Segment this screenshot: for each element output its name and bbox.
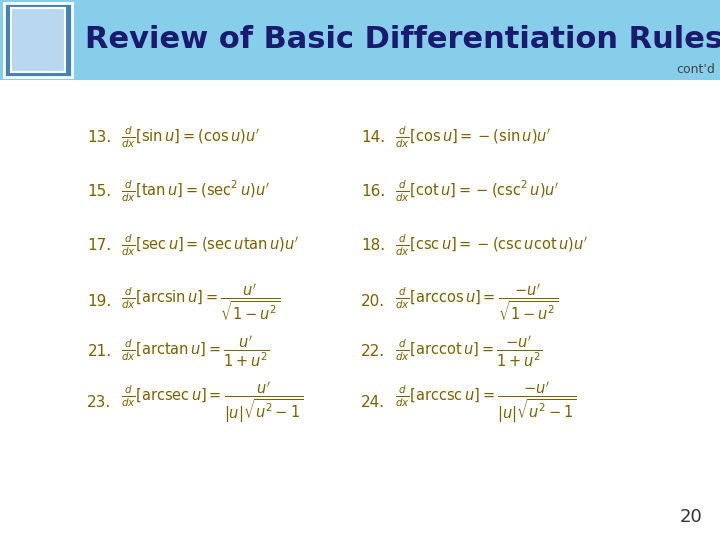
Text: 20: 20 bbox=[679, 509, 702, 526]
Text: 17.: 17. bbox=[87, 238, 112, 253]
Text: $\frac{d}{dx}[\sin u] = (\cos u)u'$: $\frac{d}{dx}[\sin u] = (\cos u)u'$ bbox=[121, 125, 260, 150]
Text: 15.: 15. bbox=[87, 184, 112, 199]
Text: cont'd: cont'd bbox=[676, 63, 715, 76]
Text: $\frac{d}{dx}[\mathrm{arcsec}\,u] = \dfrac{u'}{|u|\sqrt{u^2-1}}$: $\frac{d}{dx}[\mathrm{arcsec}\,u] = \dfr… bbox=[121, 380, 303, 425]
Text: 23.: 23. bbox=[87, 395, 112, 410]
Text: 24.: 24. bbox=[361, 395, 385, 410]
Text: $\frac{d}{dx}[\cot u] = -(\csc^2 u)u'$: $\frac{d}{dx}[\cot u] = -(\csc^2 u)u'$ bbox=[395, 179, 559, 204]
Text: 22.: 22. bbox=[361, 343, 385, 359]
Text: $\frac{d}{dx}[\csc u] = -(\csc u\cot u)u'$: $\frac{d}{dx}[\csc u] = -(\csc u\cot u)u… bbox=[395, 233, 588, 258]
Text: $\frac{d}{dx}[\arctan u] = \dfrac{u'}{1+u^2}$: $\frac{d}{dx}[\arctan u] = \dfrac{u'}{1+… bbox=[121, 333, 269, 369]
Text: 16.: 16. bbox=[361, 184, 385, 199]
Text: 21.: 21. bbox=[87, 343, 112, 359]
Text: $\frac{d}{dx}[\arccos u] = \dfrac{-u'}{\sqrt{1-u^2}}$: $\frac{d}{dx}[\arccos u] = \dfrac{-u'}{\… bbox=[395, 281, 557, 322]
Text: Review of Basic Differentiation Rules: Review of Basic Differentiation Rules bbox=[85, 25, 720, 55]
FancyBboxPatch shape bbox=[0, 0, 720, 80]
Text: $\frac{d}{dx}[\sec u] = (\sec u\tan u)u'$: $\frac{d}{dx}[\sec u] = (\sec u\tan u)u'… bbox=[121, 233, 299, 258]
FancyBboxPatch shape bbox=[11, 8, 65, 72]
Text: $\frac{d}{dx}[\mathrm{arccot}\,u] = \dfrac{-u'}{1+u^2}$: $\frac{d}{dx}[\mathrm{arccot}\,u] = \dfr… bbox=[395, 333, 542, 369]
FancyBboxPatch shape bbox=[4, 3, 72, 77]
Text: 13.: 13. bbox=[87, 130, 112, 145]
Text: $\frac{d}{dx}[\arcsin u] = \dfrac{u'}{\sqrt{1-u^2}}$: $\frac{d}{dx}[\arcsin u] = \dfrac{u'}{\s… bbox=[121, 281, 280, 322]
Text: 18.: 18. bbox=[361, 238, 385, 253]
Text: 19.: 19. bbox=[87, 294, 112, 309]
Text: $\frac{d}{dx}[\mathrm{arccsc}\,u] = \dfrac{-u'}{|u|\sqrt{u^2-1}}$: $\frac{d}{dx}[\mathrm{arccsc}\,u] = \dfr… bbox=[395, 380, 576, 425]
Text: 14.: 14. bbox=[361, 130, 385, 145]
Text: $\frac{d}{dx}[\tan u] = (\sec^2 u)u'$: $\frac{d}{dx}[\tan u] = (\sec^2 u)u'$ bbox=[121, 179, 270, 204]
Text: $\frac{d}{dx}[\cos u] = -(\sin u)u'$: $\frac{d}{dx}[\cos u] = -(\sin u)u'$ bbox=[395, 125, 552, 150]
Text: 20.: 20. bbox=[361, 294, 385, 309]
